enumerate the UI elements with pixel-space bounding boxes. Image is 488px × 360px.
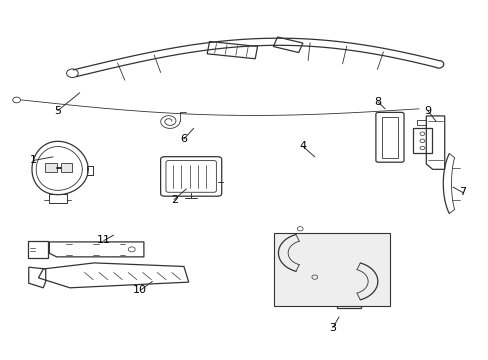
- Text: 3: 3: [328, 323, 336, 333]
- Bar: [207, 41, 257, 59]
- Text: 6: 6: [180, 134, 187, 144]
- Bar: [273, 37, 302, 53]
- Bar: [381, 117, 397, 158]
- Polygon shape: [45, 163, 57, 172]
- Text: 10: 10: [133, 285, 147, 295]
- Text: 11: 11: [97, 235, 111, 246]
- Bar: [49, 194, 66, 203]
- Text: 2: 2: [170, 194, 178, 204]
- Bar: [412, 129, 431, 153]
- Text: 1: 1: [30, 156, 37, 166]
- Text: 9: 9: [423, 105, 430, 116]
- Bar: [27, 241, 48, 258]
- Bar: [416, 120, 426, 125]
- Text: 4: 4: [299, 141, 305, 151]
- Text: 5: 5: [54, 105, 61, 116]
- Polygon shape: [61, 163, 72, 172]
- Text: 8: 8: [373, 97, 381, 107]
- Text: 7: 7: [458, 188, 465, 197]
- Bar: [87, 166, 93, 175]
- Bar: [273, 233, 389, 306]
